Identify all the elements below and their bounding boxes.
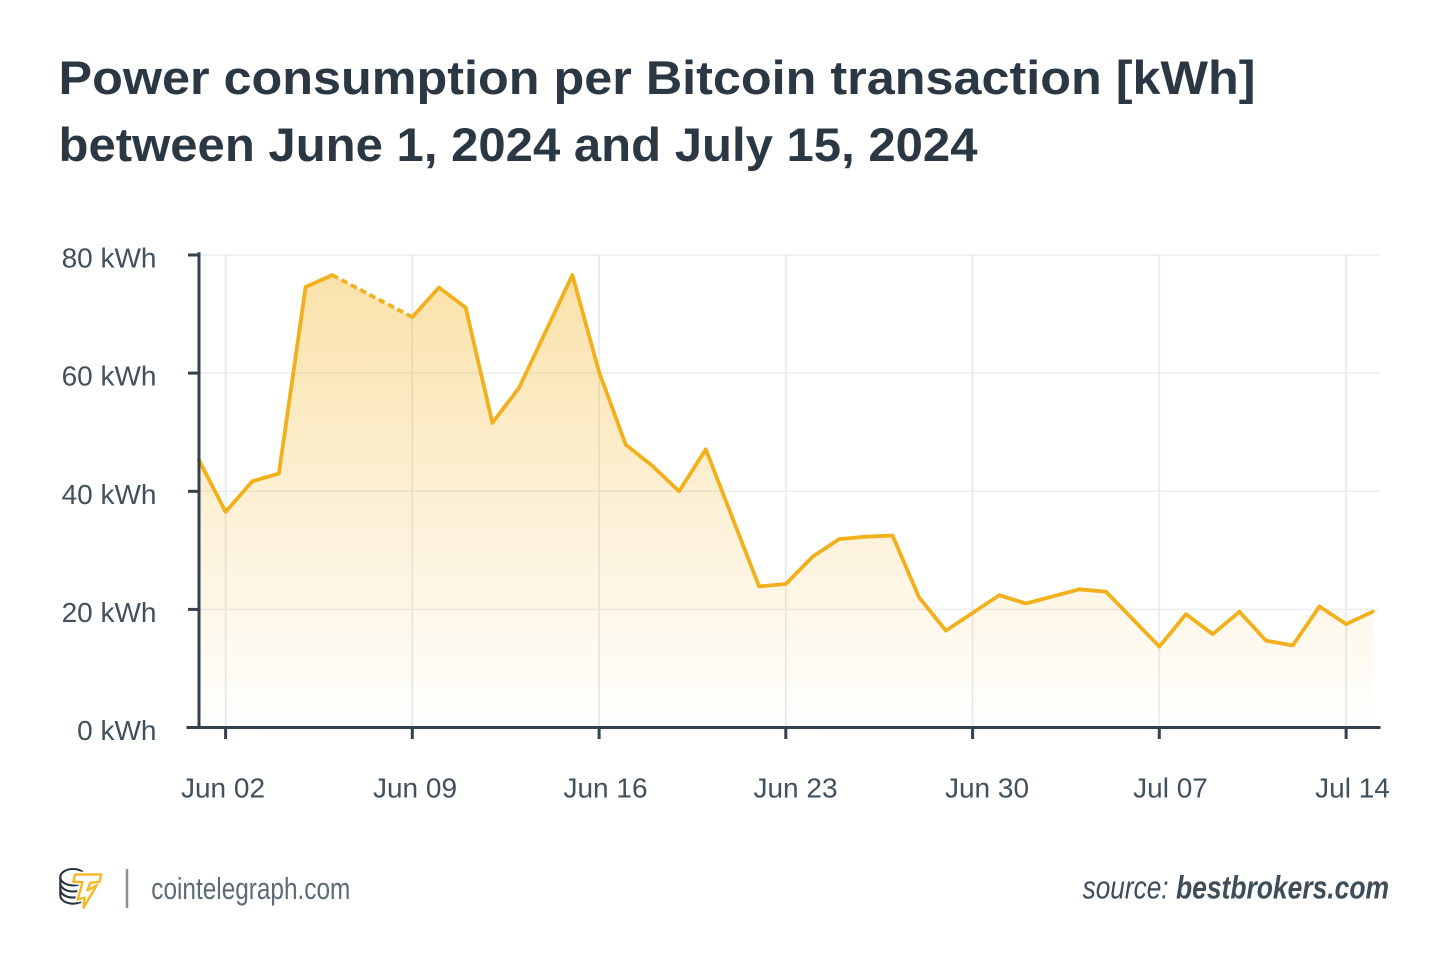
svg-text:80 kWh: 80 kWh: [62, 243, 157, 274]
svg-text:Jun 23: Jun 23: [753, 773, 837, 804]
svg-text:0 kWh: 0 kWh: [77, 715, 156, 746]
svg-text:Jun 09: Jun 09: [373, 773, 457, 804]
svg-text:between June 1, 2024 and July: between June 1, 2024 and July 15, 2024: [59, 119, 979, 172]
svg-text:Jul 14: Jul 14: [1315, 773, 1390, 804]
svg-text:60 kWh: 60 kWh: [62, 361, 157, 392]
svg-text:40 kWh: 40 kWh: [62, 479, 157, 510]
svg-text:Power consumption per Bitcoin: Power consumption per Bitcoin transactio…: [59, 52, 1256, 105]
svg-text:Jun 02: Jun 02: [181, 773, 265, 804]
svg-text:cointelegraph.com: cointelegraph.com: [151, 871, 350, 906]
svg-text:Jul 07: Jul 07: [1133, 773, 1208, 804]
svg-text:Jun 16: Jun 16: [563, 773, 647, 804]
svg-text:Jun 30: Jun 30: [945, 773, 1029, 804]
svg-text:bestbrokers.com: bestbrokers.com: [1176, 870, 1389, 906]
svg-text:20 kWh: 20 kWh: [62, 597, 157, 628]
svg-text:source:: source:: [1083, 870, 1169, 906]
